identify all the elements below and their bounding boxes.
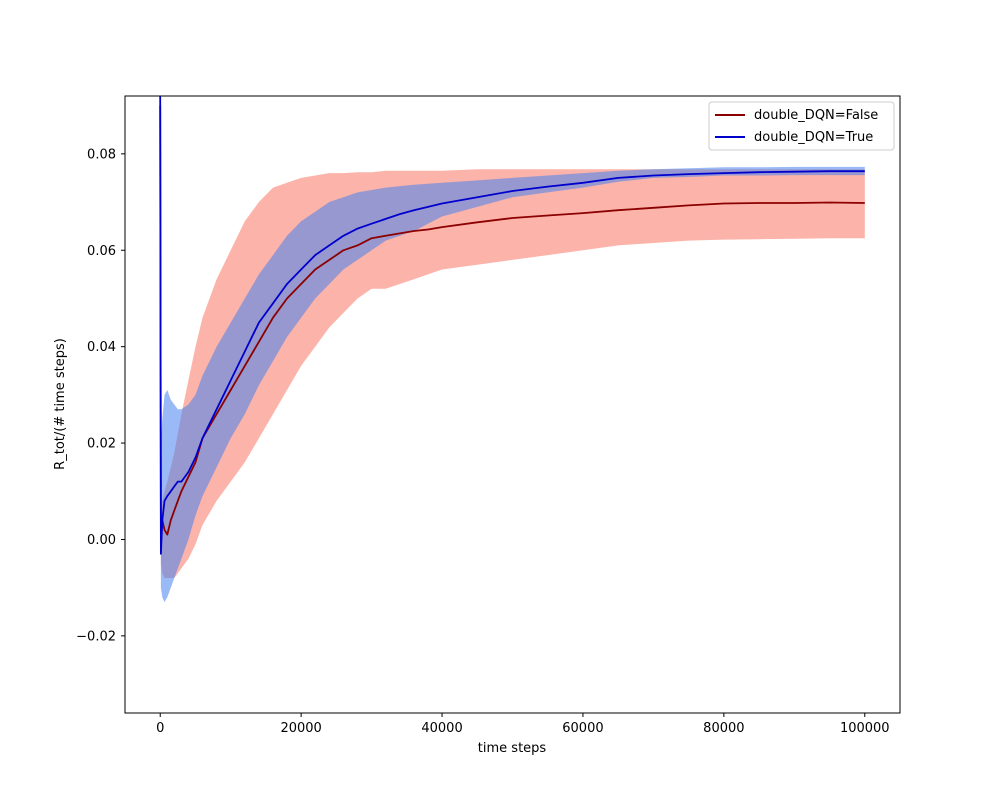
series-line-false (159, 105, 865, 541)
y-tick-label: 0.06 (87, 244, 116, 259)
series-line-true (159, 96, 865, 555)
y-tick-label: 0.04 (87, 340, 116, 355)
x-tick-label: 40000 (421, 721, 462, 736)
legend-box (708, 101, 895, 151)
x-tick-label: 20000 (280, 721, 321, 736)
legend-label-true: double_DQN=True (754, 130, 873, 145)
y-tick-label: 0.02 (87, 437, 116, 452)
y-tick-label: 0.00 (87, 533, 116, 548)
y-axis-label: R_tot/(# time steps) (53, 338, 68, 470)
x-axis-ticks: 0 20000 40000 60000 80000 100000 (156, 713, 890, 736)
legend: double_DQN=False double_DQN=True (708, 101, 895, 151)
x-tick-label: 60000 (562, 721, 603, 736)
plot-area (159, 96, 865, 603)
axes-frame (124, 95, 901, 714)
x-tick-label: 80000 (703, 721, 744, 736)
x-tick-label: 100000 (840, 721, 890, 736)
y-axis-ticks: −0.02 0.00 0.02 0.04 0.06 0.08 (76, 147, 125, 644)
y-tick-label: −0.02 (76, 629, 116, 644)
x-axis-label: time steps (478, 741, 547, 756)
legend-label-false: double_DQN=False (754, 108, 878, 123)
series-band-true (160, 96, 865, 603)
y-tick-label: 0.08 (87, 147, 116, 162)
x-tick-label: 0 (156, 721, 164, 736)
